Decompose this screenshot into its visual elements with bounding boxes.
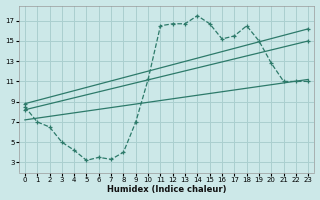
X-axis label: Humidex (Indice chaleur): Humidex (Indice chaleur) bbox=[107, 185, 226, 194]
